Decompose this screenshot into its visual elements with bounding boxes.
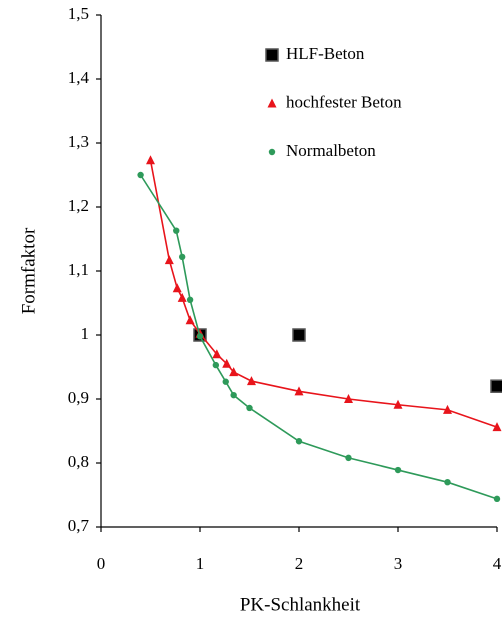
y-tick-label: 0,7 [68,516,90,535]
y-tick-label: 1,1 [68,260,89,279]
data-point [444,479,451,486]
data-point [493,495,501,503]
data-point [137,171,144,179]
data-point [443,404,452,414]
data-point [173,227,180,234]
data-point [164,255,174,265]
data-point [196,333,204,340]
y-tick-label: 1,4 [68,68,90,87]
x-tick-label: 0 [97,554,106,573]
y-axis-label: Formfaktor [18,227,39,314]
series-line [139,174,498,500]
y-tick-label: 0,9 [68,388,89,407]
legend-marker [268,148,276,156]
data-point [345,454,352,462]
y-tick-label: 1,5 [68,4,89,23]
data-point [178,253,186,261]
data-point [222,378,229,385]
y-tick-label: 1,3 [68,132,89,151]
legend-marker [267,98,277,108]
legend-label: HLF-Beton [286,44,365,63]
data-point [393,399,403,409]
legend-label: hochfester Beton [286,92,402,111]
y-tick-label: 1,2 [68,196,89,215]
legend-marker [265,48,279,62]
series-line [149,160,498,428]
data-point [490,379,502,393]
x-tick-label: 3 [394,554,403,573]
y-tick-label: 0,8 [68,452,89,471]
x-tick-label: 1 [196,554,205,573]
data-point [492,422,502,432]
legend-label: Normalbeton [286,141,376,160]
data-point [172,283,182,293]
data-point [394,466,402,474]
data-point [146,155,155,165]
data-point [295,438,303,445]
x-tick-label: 2 [295,554,304,573]
x-tick-label: 4 [493,554,502,573]
data-point [292,328,306,342]
data-point [229,367,239,377]
y-tick-label: 1 [81,324,90,343]
x-axis-label: PK-Schlankheit [240,594,361,615]
data-point [294,386,304,396]
data-point [230,391,237,399]
data-point [246,404,253,412]
data-point [246,376,256,386]
data-point [222,358,232,368]
data-point [212,361,220,369]
data-point [186,296,194,303]
data-point [344,394,353,403]
data-point [185,315,195,325]
data-point [177,292,187,302]
data-point [212,349,222,359]
